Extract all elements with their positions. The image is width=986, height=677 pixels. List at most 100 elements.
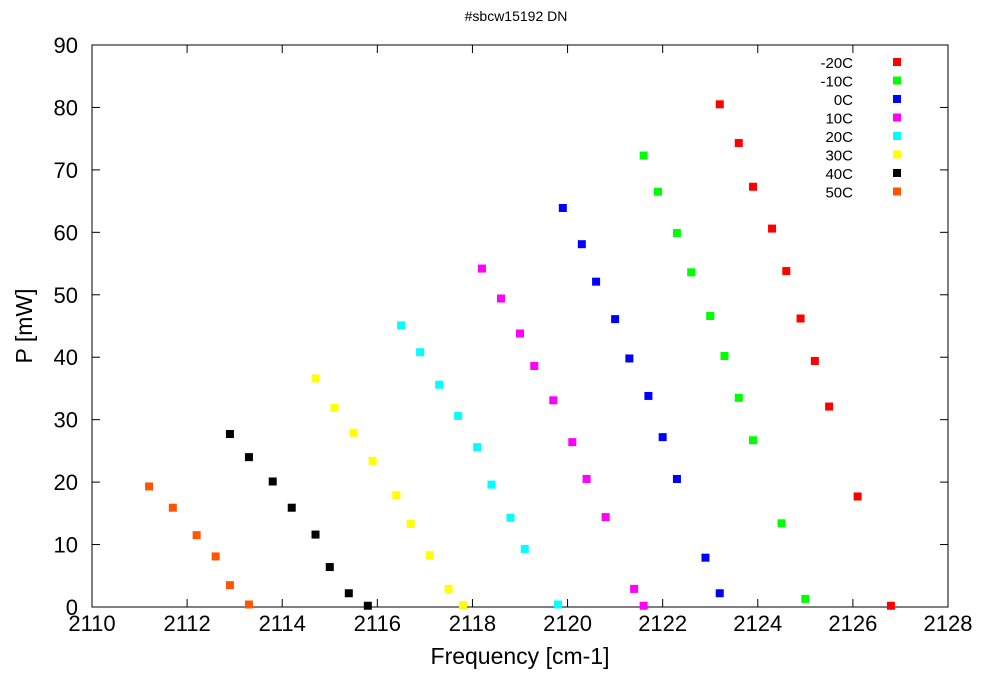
data-point	[225, 430, 234, 439]
legend-swatch	[893, 132, 901, 140]
data-point	[425, 551, 434, 560]
x-tick-label: 2128	[924, 611, 973, 636]
x-tick-label: 2112	[163, 611, 210, 636]
data-point	[749, 436, 758, 445]
data-point	[268, 477, 277, 486]
y-tick-label: 10	[54, 533, 78, 558]
data-point	[392, 491, 401, 500]
data-point	[639, 601, 648, 610]
legend-swatch	[893, 58, 901, 66]
y-tick-label: 0	[66, 595, 78, 620]
data-point	[644, 391, 653, 400]
data-point	[244, 600, 253, 609]
data-point	[734, 139, 743, 148]
y-tick-label: 60	[54, 220, 78, 245]
data-point	[687, 268, 696, 277]
data-point	[496, 294, 505, 303]
data-point	[768, 224, 777, 233]
y-tick-label: 50	[54, 283, 78, 308]
data-point	[592, 277, 601, 286]
data-point	[568, 438, 577, 447]
legend-label: 50C	[825, 185, 853, 202]
legend-swatch	[893, 150, 901, 159]
data-point	[311, 530, 320, 539]
data-point	[487, 480, 496, 489]
data-point	[639, 151, 648, 160]
data-point	[530, 361, 539, 370]
data-point	[715, 589, 724, 598]
data-point	[625, 354, 634, 363]
y-tick-label: 80	[54, 95, 78, 120]
y-tick-label: 30	[54, 408, 78, 433]
data-point	[454, 411, 463, 420]
x-tick-label: 2124	[733, 611, 782, 636]
data-point	[549, 396, 558, 405]
data-point	[211, 552, 220, 561]
plot-frame	[91, 44, 949, 608]
data-point	[406, 519, 415, 528]
data-point	[611, 315, 620, 324]
data-point	[706, 312, 715, 321]
data-point	[777, 519, 786, 528]
data-points	[145, 100, 895, 610]
data-point	[886, 601, 895, 610]
data-point	[311, 374, 320, 383]
data-point	[145, 482, 154, 491]
data-point	[287, 503, 296, 512]
data-point	[397, 321, 406, 330]
data-point	[477, 264, 486, 273]
data-point	[749, 182, 758, 191]
data-point	[801, 594, 810, 603]
data-point	[516, 329, 524, 338]
data-point	[558, 203, 567, 212]
data-point	[192, 531, 201, 540]
data-point	[349, 428, 358, 437]
legend-swatch	[893, 76, 901, 85]
data-point	[577, 240, 586, 249]
x-tick-label: 2116	[354, 611, 401, 636]
data-point	[520, 544, 529, 553]
data-point	[444, 584, 453, 593]
data-point	[435, 380, 444, 389]
data-point	[225, 581, 234, 590]
x-tick-label: 2126	[828, 611, 877, 636]
data-point	[782, 267, 791, 276]
data-point	[344, 589, 353, 598]
data-point	[363, 601, 372, 610]
data-point	[168, 503, 177, 512]
x-axis-title: Frequency [cm-1]	[431, 643, 610, 669]
y-tick-label: 40	[54, 345, 78, 370]
legend-label: 0C	[834, 92, 853, 109]
data-point	[458, 601, 467, 610]
legend-swatch	[893, 113, 901, 122]
legend-label: 10C	[825, 111, 853, 128]
data-point	[330, 403, 339, 412]
legend-swatch	[893, 95, 901, 103]
y-axis: 0 10 20 30 40 50 60 70 80 90	[54, 33, 948, 620]
legend-swatch	[893, 187, 901, 196]
y-tick-label: 70	[54, 158, 78, 183]
data-point	[630, 584, 639, 593]
x-axis: 2110 2112 2114 2116 2118 2120 2122 2124 2126 2128	[68, 45, 972, 636]
data-point	[734, 393, 743, 402]
legend-label: -10C	[820, 74, 853, 91]
data-point	[796, 314, 805, 323]
legend-label: -20C	[820, 55, 853, 72]
data-point	[506, 513, 515, 522]
x-tick-label: 2114	[259, 611, 306, 636]
legend-swatch	[893, 169, 901, 177]
data-point	[473, 443, 482, 452]
legend-label: 30C	[825, 148, 853, 165]
x-tick-label: 2122	[638, 611, 687, 636]
x-tick-label: 2120	[543, 611, 592, 636]
data-point	[720, 351, 729, 360]
data-point	[582, 474, 591, 483]
data-point	[853, 492, 862, 501]
legend-label: 40C	[825, 166, 853, 183]
data-point	[672, 228, 681, 237]
chart-title: #sbcw15192 DN	[465, 8, 568, 24]
data-point	[601, 513, 610, 522]
data-point	[715, 100, 724, 109]
data-point	[701, 553, 710, 562]
